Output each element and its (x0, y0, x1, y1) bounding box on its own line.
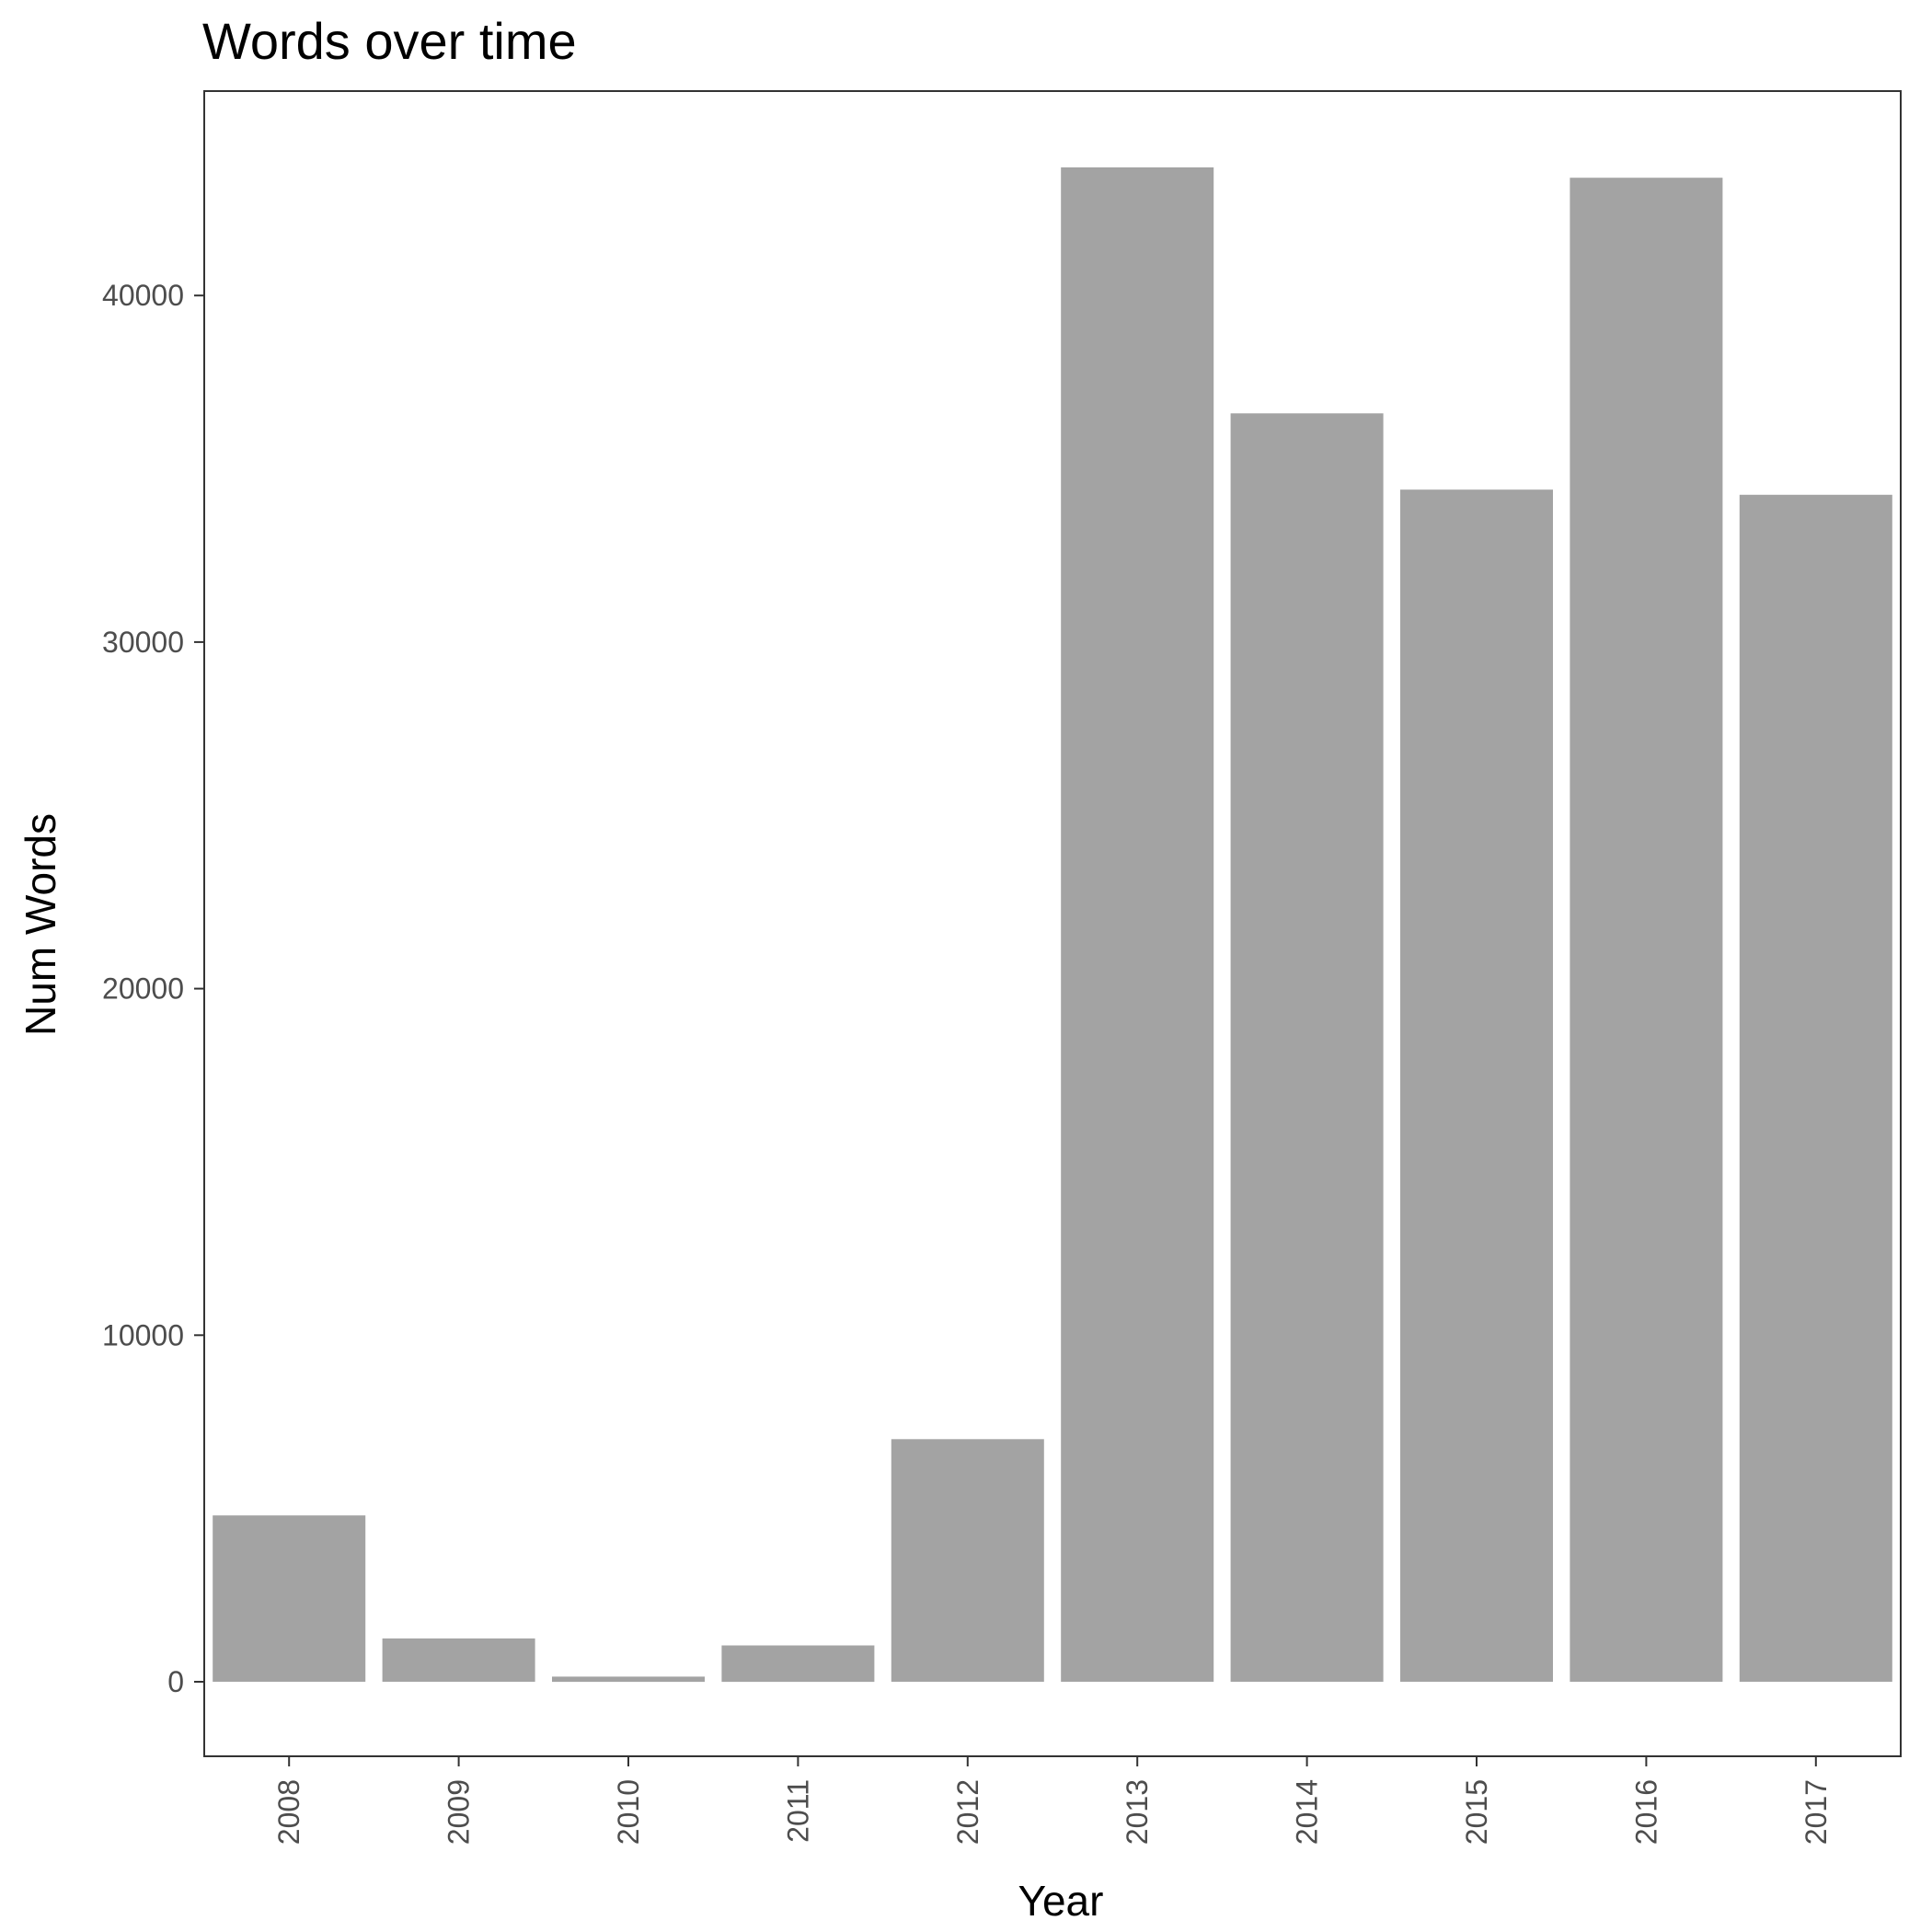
y-tick-label: 40000 (102, 279, 184, 312)
x-tick-label: 2008 (272, 1779, 305, 1845)
bar-2014 (1230, 413, 1384, 1682)
bar-2012 (891, 1439, 1044, 1682)
bar-2013 (1061, 167, 1214, 1682)
bar-2017 (1739, 494, 1892, 1682)
x-axis-title: Year (1018, 1877, 1104, 1925)
x-tick-label: 2015 (1460, 1779, 1493, 1845)
y-axis: 0 10000 20000 30000 40000 (102, 279, 204, 1698)
y-tick-label: 20000 (102, 972, 184, 1006)
x-axis: 2008 2009 2010 2011 2012 2013 2014 2015 2016 2017 (272, 1756, 1833, 1845)
x-tick-label: 2016 (1629, 1779, 1662, 1845)
bar-2010 (552, 1676, 705, 1683)
y-tick-label: 0 (167, 1665, 184, 1698)
bar-2009 (382, 1638, 535, 1682)
bar-2015 (1400, 489, 1553, 1683)
x-tick-label: 2012 (951, 1779, 984, 1845)
bar-2016 (1570, 178, 1723, 1683)
x-tick-label: 2017 (1800, 1779, 1833, 1845)
x-tick-label: 2009 (443, 1779, 476, 1845)
x-tick-label: 2013 (1121, 1779, 1154, 1845)
bar-2008 (213, 1515, 366, 1682)
chart-title: Words over time (202, 12, 577, 70)
x-tick-label: 2011 (781, 1779, 814, 1843)
y-tick-label: 30000 (102, 626, 184, 659)
x-tick-label: 2014 (1291, 1779, 1324, 1845)
plot-panel-border (203, 90, 1902, 1757)
x-tick-label: 2010 (612, 1779, 645, 1845)
y-tick-label: 10000 (102, 1318, 184, 1351)
bars-layer (213, 167, 1892, 1683)
bar-2011 (721, 1645, 875, 1683)
y-axis-title: Num Words (17, 813, 64, 1036)
